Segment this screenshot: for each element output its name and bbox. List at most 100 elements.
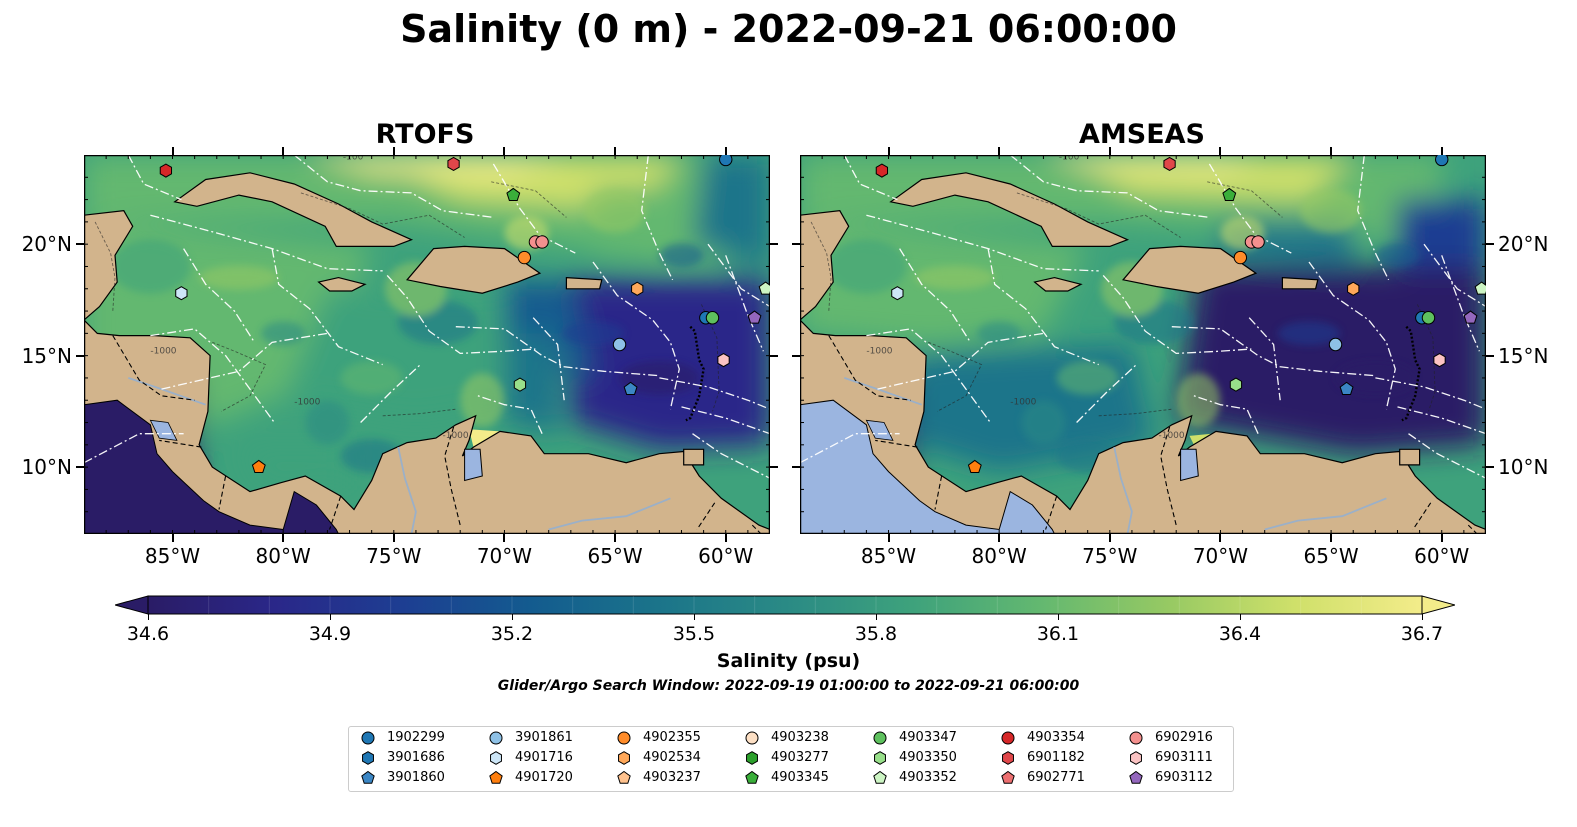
lon-major-tick (998, 534, 1001, 542)
legend-pentagon-marker (1129, 770, 1143, 784)
float-marker-circle[interactable] (1435, 155, 1449, 167)
legend-label: 4903347 (899, 730, 957, 745)
lon-major-tick (392, 534, 395, 542)
colorbar-tick (875, 614, 877, 620)
lon-major-tick (1440, 147, 1443, 155)
float-marker-circle[interactable] (1421, 311, 1436, 325)
lon-tick-label: 75°W (1082, 544, 1138, 568)
legend-label: 6902916 (1155, 730, 1213, 745)
float-marker-hexagon[interactable] (1433, 353, 1446, 368)
panel-title-amseas: AMSEAS (1079, 119, 1205, 150)
lat-major-tick (76, 243, 84, 246)
legend-label: 4902534 (643, 750, 701, 765)
lon-tick-label: 60°W (1414, 544, 1470, 568)
lat-major-tick (770, 466, 778, 469)
lon-major-tick (1108, 147, 1111, 155)
lat-major-tick (1486, 243, 1494, 246)
map-panel-rtofs[interactable]: -100 -1000 -1000 -1000 (84, 155, 770, 534)
float-marker-pentagon[interactable] (967, 459, 982, 474)
legend-circle-marker (617, 731, 631, 745)
lon-tick-label: 60°W (698, 544, 754, 568)
legend-hexagon-marker (362, 751, 374, 765)
colorbar-tick-label: 35.5 (672, 623, 716, 645)
isobath-label: -100 (1059, 155, 1080, 162)
float-marker-circle[interactable] (517, 250, 532, 265)
colorbar (115, 595, 1455, 615)
float-marker-circle[interactable] (719, 155, 733, 167)
colorbar-tick-label: 34.6 (126, 623, 170, 645)
isobath-label: -1000 (150, 346, 176, 356)
float-marker-hexagon[interactable] (175, 286, 188, 301)
colorbar-tick-label: 36.7 (1400, 623, 1444, 645)
lon-major-tick (171, 534, 174, 542)
float-marker-hexagon[interactable] (513, 377, 527, 392)
float-marker-hexagon[interactable] (631, 281, 644, 296)
lon-major-tick (503, 147, 506, 155)
legend-label: 4901716 (515, 750, 573, 765)
legend-circle-marker (1001, 731, 1015, 745)
lon-major-tick (998, 147, 1001, 155)
legend-label: 4903350 (899, 750, 957, 765)
lon-major-tick (1330, 147, 1333, 155)
lat-major-tick (792, 466, 800, 469)
float-marker-circle[interactable] (1233, 250, 1248, 265)
lon-major-tick (887, 534, 890, 542)
map-panel-amseas[interactable]: -100 -1000 -1000 -1000 (800, 155, 1486, 534)
legend-pentagon-marker (617, 770, 631, 784)
float-marker-circle[interactable] (705, 311, 720, 325)
lon-major-tick (1440, 534, 1443, 542)
float-marker-circle[interactable] (1328, 337, 1343, 352)
float-marker-pentagon[interactable] (623, 381, 638, 396)
lon-major-tick (1330, 534, 1333, 542)
legend-circle-marker (873, 731, 887, 745)
float-marker-pentagon[interactable] (1339, 381, 1354, 396)
float-marker-pentagon[interactable] (1222, 187, 1237, 202)
colorbar-tick (1239, 614, 1241, 620)
lat-tick-label: 20°N (1498, 232, 1549, 257)
float-marker-hexagon[interactable] (891, 286, 904, 301)
legend-pentagon-marker (489, 770, 503, 784)
float-marker-hexagon[interactable] (1347, 281, 1360, 296)
legend-pentagon-marker (873, 770, 887, 784)
float-marker-circle[interactable] (535, 235, 549, 249)
colorbar-tick-label: 34.9 (308, 623, 352, 645)
float-marker-hexagon[interactable] (1229, 377, 1243, 392)
float-marker-pentagon[interactable] (1463, 310, 1478, 324)
legend-hexagon-marker (874, 751, 886, 765)
legend-label: 1902299 (387, 730, 445, 745)
float-marker-hexagon[interactable] (1163, 156, 1176, 172)
float-marker-pentagon[interactable] (747, 310, 762, 324)
float-marker-hexagon[interactable] (717, 353, 730, 368)
legend-hexagon-marker (1130, 751, 1142, 765)
lon-tick-label: 65°W (587, 544, 643, 568)
lon-tick-label: 85°W (144, 544, 201, 568)
float-marker-pentagon[interactable] (251, 459, 266, 474)
lat-tick-label: 15°N (1498, 343, 1549, 368)
lon-major-tick (1108, 534, 1111, 542)
float-marker-circle[interactable] (612, 337, 627, 352)
isobath-label: -100 (343, 155, 364, 162)
lon-major-tick (282, 147, 285, 155)
lat-major-tick (1486, 466, 1494, 469)
colorbar-tick (147, 614, 149, 620)
lon-tick-label: 80°W (255, 544, 311, 568)
legend-label: 3901861 (515, 730, 573, 745)
lat-tick-label: 10°N (1498, 455, 1549, 480)
legend-pentagon-marker (745, 770, 759, 784)
float-marker-circle[interactable] (1251, 235, 1265, 249)
float-marker-hexagon[interactable] (447, 156, 460, 172)
search-window-caption: Glider/Argo Search Window: 2022-09-19 01… (497, 678, 1080, 694)
float-marker-pentagon[interactable] (506, 187, 521, 202)
lat-major-tick (792, 354, 800, 357)
float-marker-pentagon[interactable] (758, 281, 770, 295)
lat-tick-label: 15°N (21, 343, 72, 368)
lon-tick-label: 70°W (476, 544, 533, 568)
float-legend: 1902299 3901686 3901860 3901861 4901716 49017… (348, 726, 1234, 792)
float-marker-pentagon[interactable] (1474, 281, 1486, 295)
float-marker-hexagon[interactable] (159, 163, 173, 178)
float-marker-hexagon[interactable] (875, 163, 889, 178)
isobath-label: -1000 (442, 431, 468, 441)
legend-pentagon-marker (361, 770, 375, 784)
legend-label: 4903277 (771, 750, 829, 765)
legend-label: 4903238 (771, 730, 829, 745)
